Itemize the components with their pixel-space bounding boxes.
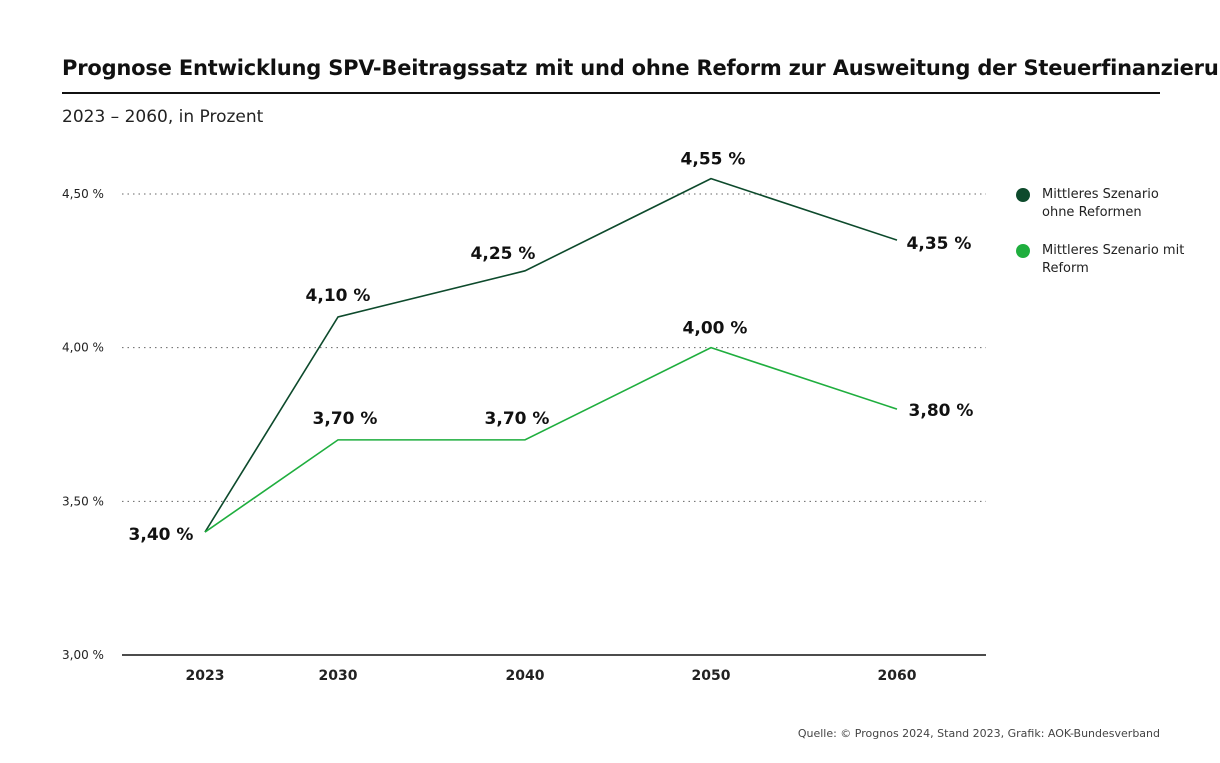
data-label: 4,35 % — [907, 234, 972, 254]
data-label: 3,70 % — [485, 409, 550, 429]
x-tick-label: 2050 — [692, 668, 731, 684]
x-tick-label: 2040 — [506, 668, 545, 684]
data-label: 4,55 % — [681, 150, 746, 170]
data-label: 3,40 % — [129, 525, 194, 545]
legend-label: Mittleres Szenario mit Reform — [1042, 243, 1185, 276]
y-tick-label: 4,50 % — [62, 187, 104, 201]
legend-dot-icon — [1016, 188, 1030, 202]
legend-label: Mittleres Szenario ohne Reformen — [1042, 187, 1159, 220]
data-label: 4,00 % — [683, 319, 748, 339]
legend-item-mit-reform: Mittleres Szenario mit Reform — [1016, 242, 1206, 278]
chart-subtitle: 2023 – 2060, in Prozent — [62, 107, 264, 127]
legend: Mittleres Szenario ohne Reformen Mittler… — [1016, 186, 1206, 298]
series-line-ohne-reformen — [204, 177, 898, 533]
x-tick-label: 2023 — [186, 668, 225, 684]
x-tick-label: 2060 — [878, 668, 917, 684]
chart-title: Prognose Entwicklung SPV-Beitragssatz mi… — [62, 56, 1220, 80]
y-tick-label: 3,00 % — [62, 648, 104, 662]
x-tick-label: 2030 — [319, 668, 358, 684]
legend-item-ohne-reformen: Mittleres Szenario ohne Reformen — [1016, 186, 1206, 222]
y-tick-label: 4,00 % — [62, 341, 104, 355]
data-label: 3,80 % — [909, 401, 974, 421]
data-label: 3,70 % — [313, 409, 378, 429]
title-divider — [62, 92, 1160, 94]
source-note: Quelle: © Prognos 2024, Stand 2023, Graf… — [797, 727, 1160, 740]
data-label: 4,10 % — [306, 286, 371, 306]
y-tick-label: 3,50 % — [62, 494, 104, 508]
legend-dot-icon — [1016, 244, 1030, 258]
data-label: 4,25 % — [471, 244, 536, 264]
series-line-mit-reform — [204, 346, 898, 533]
